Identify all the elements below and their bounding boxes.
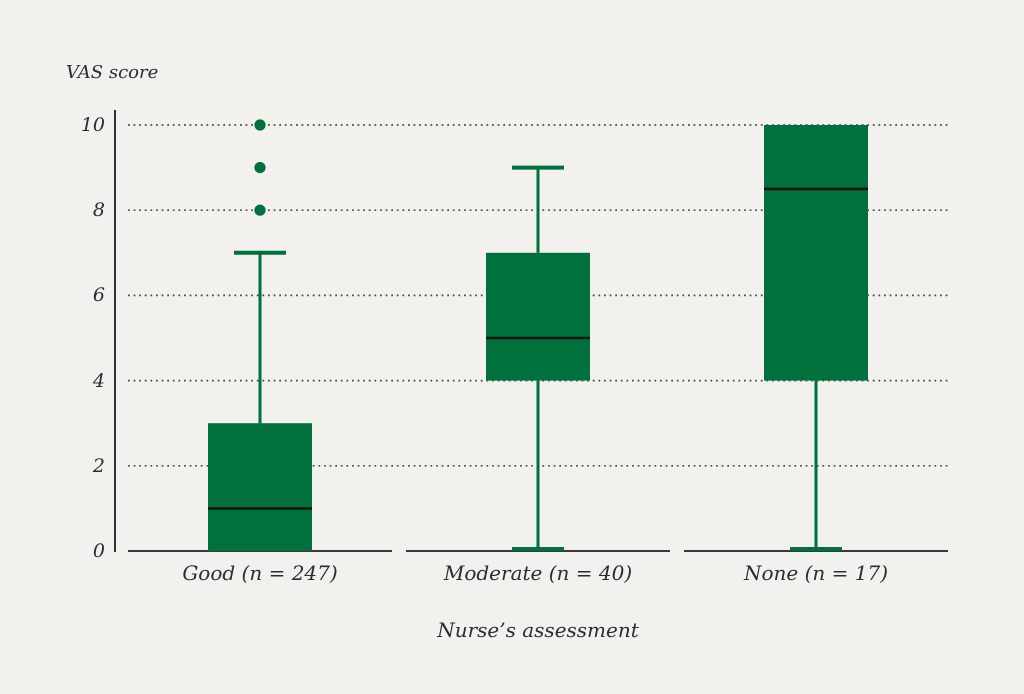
y-tick-label-10: 10 (80, 114, 105, 136)
iqr-box-none (764, 125, 868, 381)
y-axis-title: VAS score (66, 62, 159, 83)
y-tick-label-4: 4 (92, 369, 105, 392)
y-tick-label-2: 2 (92, 454, 105, 477)
category-label-none: None (n = 17) (743, 561, 889, 585)
outlier-dot-good-9 (254, 162, 266, 174)
category-label-moderate: Moderate (n = 40) (443, 561, 633, 585)
x-axis-title: Nurse’s assessment (437, 618, 639, 642)
iqr-box-good (208, 423, 312, 551)
outlier-dot-good-10 (254, 119, 266, 131)
iqr-box-moderate (486, 252, 590, 381)
outlier-dot-good-8 (254, 204, 266, 216)
category-label-good: Good (n = 247) (182, 561, 338, 585)
y-tick-label-6: 6 (92, 284, 105, 307)
y-tick-label-8: 8 (92, 199, 105, 222)
y-tick-label-0: 0 (92, 540, 105, 562)
